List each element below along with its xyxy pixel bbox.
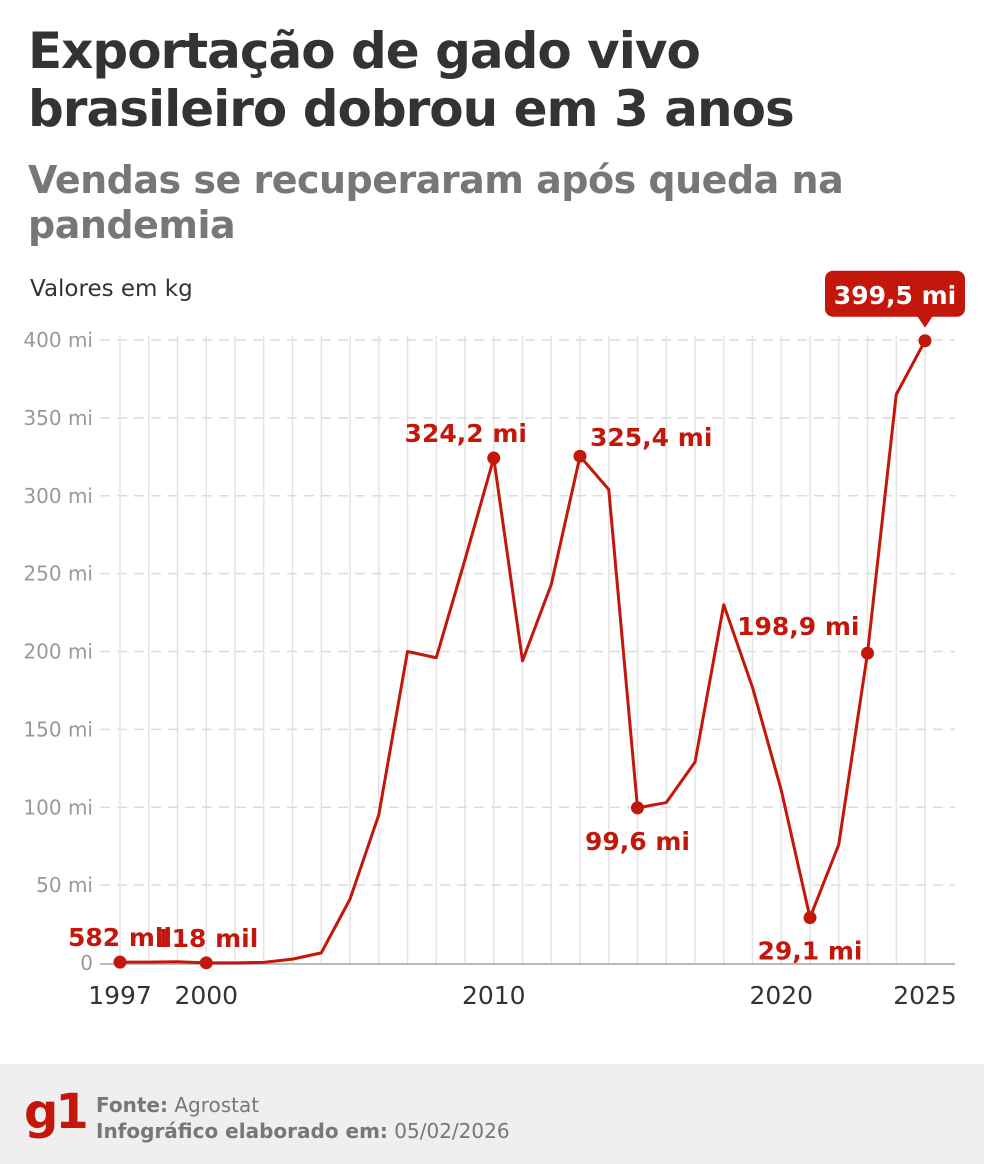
y-tick-label: 350 mi — [23, 406, 93, 430]
source-value: Agrostat — [174, 1093, 260, 1117]
x-tick-label: 2020 — [749, 981, 813, 1010]
y-tick-label: 300 mi — [23, 484, 93, 508]
y-tick-label: 250 mi — [23, 562, 93, 586]
y-tick-label: 150 mi — [23, 717, 93, 741]
data-point — [861, 646, 874, 660]
data-line — [119, 340, 927, 965]
unit-note: Valores em kg — [30, 276, 193, 302]
data-point — [573, 449, 587, 463]
source-info: Fonte: Agrostat Infográfico elaborado em… — [96, 1092, 510, 1144]
data-label: 399,5 mi — [834, 281, 956, 310]
y-tick-label: 0 — [80, 951, 93, 975]
y-tick-label: 400 mi — [23, 328, 93, 352]
x-tick-label: 2025 — [893, 981, 957, 1010]
line-chart: 0 50 mi 100 mi 150 mi 200 mi 250 mi 300 mi 350 … — [23, 270, 965, 1010]
y-tick-label: 200 mi — [23, 640, 93, 664]
data-point — [631, 801, 644, 815]
callout-pointer — [917, 315, 933, 328]
data-label: 118 mil — [154, 924, 258, 953]
data-label: 198,9 mi — [737, 612, 859, 641]
data-label: 29,1 mi — [757, 937, 862, 966]
data-label: 324,2 mi — [405, 419, 527, 448]
source-label: Fonte: — [96, 1093, 168, 1117]
x-tick-label: 1997 — [88, 981, 152, 1010]
data-label: 99,6 mi — [585, 827, 690, 856]
data-point — [199, 956, 213, 970]
chart-title: Exportação de gado vivo brasileiro dobro… — [28, 22, 795, 138]
callout-box — [825, 270, 965, 317]
data-point — [487, 451, 501, 465]
x-tick-label: 2010 — [462, 981, 526, 1010]
footer: g1 Fonte: Agrostat Infográfico elaborado… — [0, 1064, 984, 1164]
date-label: Infográfico elaborado em: — [96, 1119, 388, 1143]
x-tick-label: 2000 — [174, 981, 238, 1010]
data-point — [113, 955, 127, 969]
y-tick-label: 50 mi — [36, 873, 93, 897]
date-value: 05/02/2026 — [394, 1119, 510, 1143]
data-point — [918, 334, 932, 348]
data-point — [803, 911, 817, 925]
chart-subtitle: Vendas se recuperaram após queda na pand… — [28, 158, 844, 247]
g1-logo: g1 — [24, 1084, 89, 1140]
data-label: 325,4 mi — [590, 423, 712, 452]
y-tick-label: 100 mi — [23, 795, 93, 819]
data-label: 582 mil — [68, 923, 172, 952]
